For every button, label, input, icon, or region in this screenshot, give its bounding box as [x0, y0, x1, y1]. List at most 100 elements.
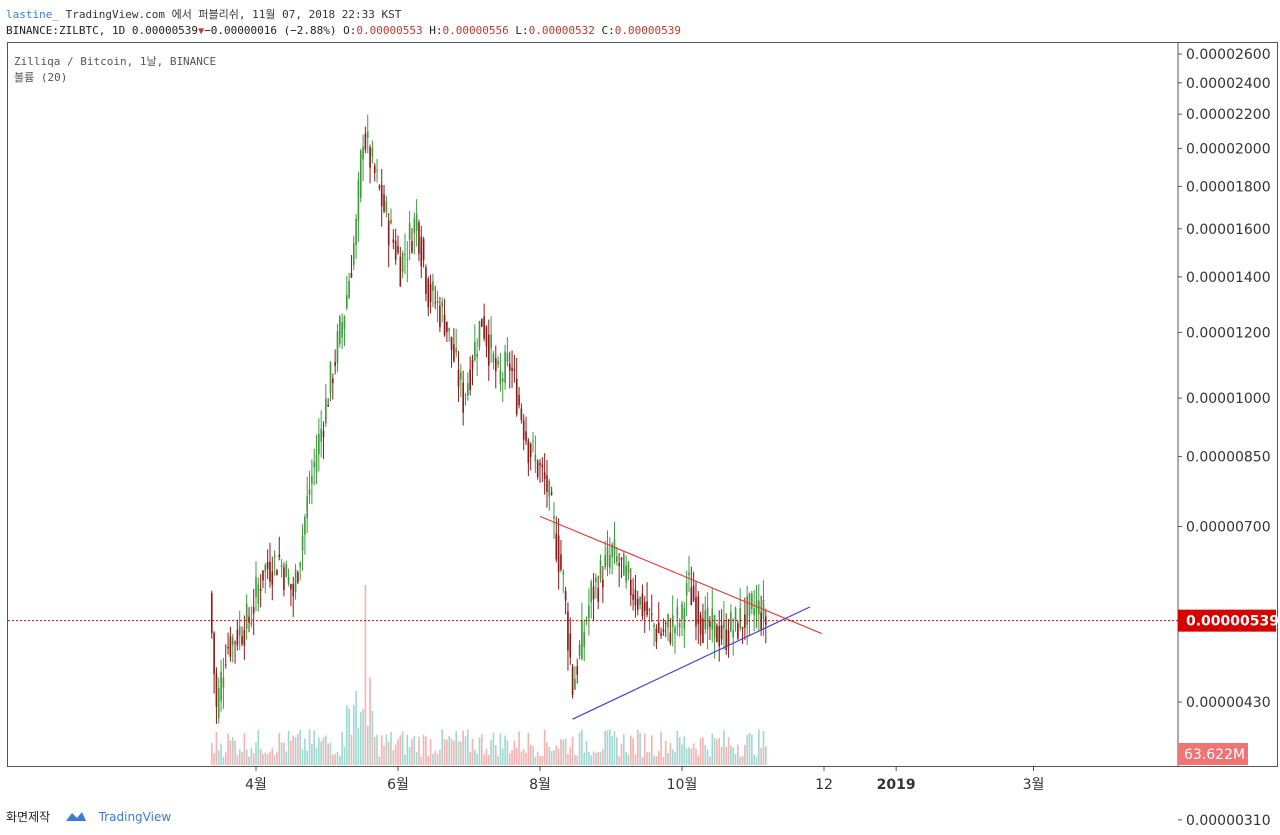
volume-bar [655, 756, 658, 765]
volume-bar [571, 736, 574, 765]
candle-body [348, 281, 350, 299]
candle-body [262, 570, 264, 581]
candle-body [636, 598, 639, 610]
volume-bar [327, 743, 329, 765]
candle-body [441, 301, 444, 307]
candle-body [755, 601, 758, 614]
volume-bar [648, 752, 651, 765]
candle-body [723, 620, 725, 629]
volume-bar [257, 729, 260, 765]
candle-body [632, 594, 634, 600]
volume-bar [697, 755, 700, 765]
price-change: −0.00000016 (−2.88%) [204, 24, 337, 37]
volume-bar [485, 748, 488, 765]
volume-bar [606, 730, 609, 765]
author-link[interactable]: lastine_ [6, 8, 59, 21]
candle-body [734, 607, 737, 622]
volume-bar [669, 743, 672, 765]
candle-body [350, 272, 353, 278]
candle-body [385, 201, 388, 213]
candle-body [634, 589, 637, 606]
volume-bar [520, 751, 523, 765]
volume-bar [709, 756, 711, 765]
volume-bar [469, 751, 471, 765]
candle-body [357, 179, 360, 221]
volume-bar [592, 751, 595, 765]
volume-bar [620, 743, 623, 765]
candle-body [231, 637, 234, 646]
candle-body [487, 334, 490, 366]
open-label: O: [343, 24, 357, 37]
candle-body [581, 620, 583, 659]
volume-bar [653, 755, 655, 765]
volume-bar [439, 749, 441, 765]
footer-brand-link[interactable]: TradingView [98, 810, 172, 824]
volume-bar [578, 732, 581, 765]
candle-body [322, 431, 325, 438]
volume-bar [408, 747, 411, 765]
candle-body [536, 460, 539, 477]
volume-bar [280, 742, 283, 765]
candle-body [217, 688, 220, 719]
volume-bar [562, 740, 565, 765]
resistance-trendline [539, 515, 822, 635]
candle-body [457, 370, 460, 387]
volume-bar [662, 756, 665, 765]
candle-body [480, 318, 483, 327]
candle-body [737, 623, 739, 639]
volume-bar [383, 745, 385, 765]
candle-body [210, 593, 213, 634]
volume-bar [227, 733, 229, 765]
volume-bar [513, 740, 516, 765]
volume-bar [355, 690, 357, 765]
candle-body [648, 608, 651, 611]
volume-bar [341, 732, 343, 765]
volume-bar [699, 738, 702, 765]
candle-body [574, 678, 576, 690]
candle-body [543, 472, 546, 479]
volume-bar [609, 729, 611, 765]
candle-body [690, 587, 693, 606]
volume-bar [739, 756, 742, 765]
x-tick-label: 8월 [529, 777, 551, 793]
candle-body [362, 147, 364, 160]
volume-bar [590, 755, 593, 765]
volume-bar [352, 704, 355, 765]
volume-bar [746, 734, 748, 765]
volume-bar [306, 750, 309, 765]
volume-bar [236, 755, 239, 765]
volume-bar [434, 750, 437, 765]
volume-bar [681, 744, 683, 765]
publish-source: TradingView.com 에서 퍼블리쉬, 11월 07, 2018 22… [65, 8, 402, 21]
candle-body [227, 646, 229, 649]
volume-bar [583, 752, 586, 765]
candle-body [276, 570, 278, 576]
down-triangle-icon: ▼ [198, 26, 205, 37]
volume-bar [364, 585, 367, 765]
candle-body [657, 622, 660, 633]
candle-body [334, 362, 336, 366]
candle-body [506, 353, 509, 362]
volume-bar [345, 705, 348, 765]
volume-bar [411, 739, 413, 765]
x-tick-label: 10월 [667, 777, 698, 793]
volume-bar [741, 756, 744, 765]
volume-bar [397, 739, 399, 765]
volume-bar [760, 747, 762, 765]
candle-body [727, 630, 730, 646]
candle-body [462, 382, 464, 413]
volume-bar [622, 734, 625, 765]
candle-body [539, 463, 541, 466]
volume-bar [418, 736, 420, 765]
publish-header: lastine_ TradingView.com 에서 퍼블리쉬, 11월 07… [6, 6, 401, 22]
candle-body [399, 256, 402, 287]
volume-bar [764, 746, 767, 765]
candle-body [471, 359, 474, 370]
candle-body [422, 238, 425, 260]
volume-bar [702, 737, 704, 765]
volume-bar [338, 755, 341, 765]
volume-bar [597, 752, 600, 765]
volume-bar [639, 733, 641, 765]
volume-bar [483, 753, 485, 765]
